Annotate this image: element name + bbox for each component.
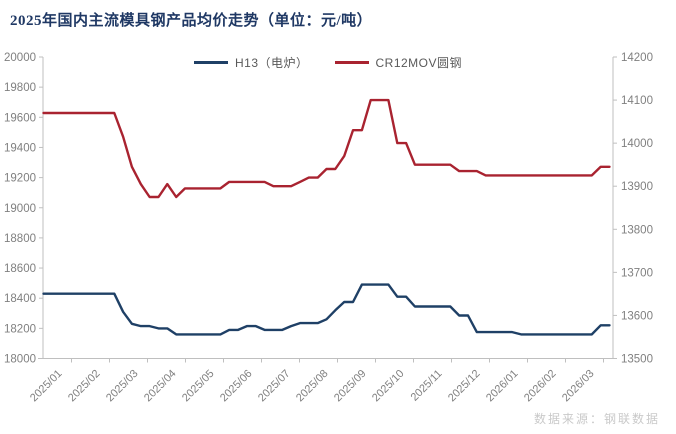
y-axis-left-label: 18400: [4, 293, 36, 305]
y-axis-left-label: 19800: [4, 82, 36, 94]
legend-label-h13: H13（电炉）: [234, 56, 309, 70]
x-axis-label: 2026/03: [560, 368, 597, 405]
y-axis-left-label: 18000: [4, 354, 36, 366]
y-axis-left-label: 19600: [4, 112, 36, 124]
y-axis-right-label: 14100: [621, 95, 653, 107]
x-axis-label: 2025/07: [256, 368, 293, 405]
legend-item-cr12mov: CR12MOV圆钢: [334, 54, 463, 71]
x-axis-label: 2025/11: [409, 368, 445, 404]
y-axis-right-label: 13800: [621, 224, 653, 236]
x-axis-label: 2025/04: [142, 368, 179, 405]
legend-item-h13: H13（电炉）: [193, 54, 309, 71]
y-axis-left-label: 18200: [4, 323, 36, 335]
x-axis-label: 2025/06: [218, 368, 255, 405]
y-axis-left-label: 19400: [4, 142, 36, 154]
y-axis-right-label: 14000: [621, 138, 653, 150]
x-axis-label: 2025/12: [446, 368, 483, 405]
cr12mov-line-swatch: [334, 61, 369, 64]
y-axis-left-label: 20000: [4, 52, 36, 64]
x-axis-label: 2026/01: [484, 368, 521, 405]
x-axis-label: 2025/10: [370, 368, 407, 405]
x-axis-label: 2026/02: [522, 368, 559, 405]
y-axis-left-label: 19000: [4, 203, 36, 215]
y-axis-right-label: 13700: [621, 267, 653, 279]
x-axis-label: 2025/09: [332, 368, 369, 405]
y-axis-right-label: 13600: [621, 310, 653, 322]
x-axis-label: 2025/01: [28, 368, 65, 405]
y-axis-left-label: 18600: [4, 263, 36, 275]
y-axis-left-label: 19200: [4, 173, 36, 185]
y-axis-left-label: 18800: [4, 233, 36, 245]
h13-price-line: [42, 283, 611, 336]
x-axis-label: 2025/05: [180, 368, 217, 405]
legend: H13（电炉） CR12MOV圆钢: [43, 54, 613, 71]
x-axis-label: 2025/02: [66, 368, 103, 405]
x-axis-label: 2025/08: [294, 368, 331, 405]
y-axis-right-label: 13900: [621, 181, 653, 193]
chart-title: 2025年国内主流模具钢产品均价走势（单位：元/吨）: [10, 13, 373, 29]
source-note: 数据来源：钢联数据: [533, 412, 660, 426]
y-axis-right-label: 14200: [621, 52, 653, 64]
legend-label-cr12mov: CR12MOV圆钢: [375, 56, 463, 70]
cr12mov-price-line: [42, 98, 611, 199]
h13-line-swatch: [193, 61, 228, 64]
x-axis-label: 2025/03: [104, 368, 141, 405]
y-axis-right-label: 13500: [621, 354, 653, 366]
